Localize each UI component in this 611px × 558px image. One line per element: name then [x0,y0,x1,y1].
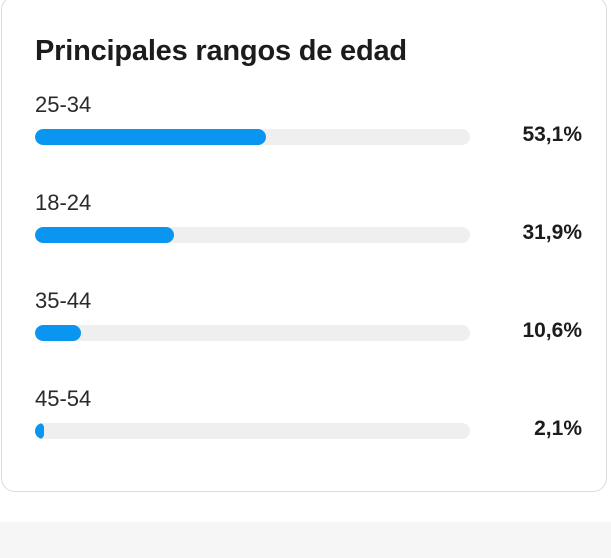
category-label: 25-34 [35,92,92,117]
bar-track [35,129,470,145]
value-label: 31,9% [522,221,582,244]
card-title: Principales rangos de edad [35,35,407,67]
bar-fill [35,325,82,341]
value-label: 10,6% [522,319,582,342]
next-card-edge [0,522,611,558]
bar-fill [35,129,266,145]
category-label: 35-44 [35,288,92,313]
bar-track [35,227,470,243]
value-label: 53,1% [522,123,582,146]
category-label: 18-24 [35,190,92,215]
bar-row: 18-24 31,9% [2,190,608,254]
bar-fill [35,227,174,243]
bar-row: 45-54 2,1% [2,386,608,450]
bar-fill [35,423,45,439]
bar-row: 25-34 53,1% [2,92,608,156]
age-ranges-card: Principales rangos de edad 25-34 53,1% 1… [1,0,607,492]
bar-track [35,423,470,439]
value-label: 2,1% [534,417,582,440]
bar-track [35,325,470,341]
bar-row: 35-44 10,6% [2,288,608,352]
category-label: 45-54 [35,386,92,411]
